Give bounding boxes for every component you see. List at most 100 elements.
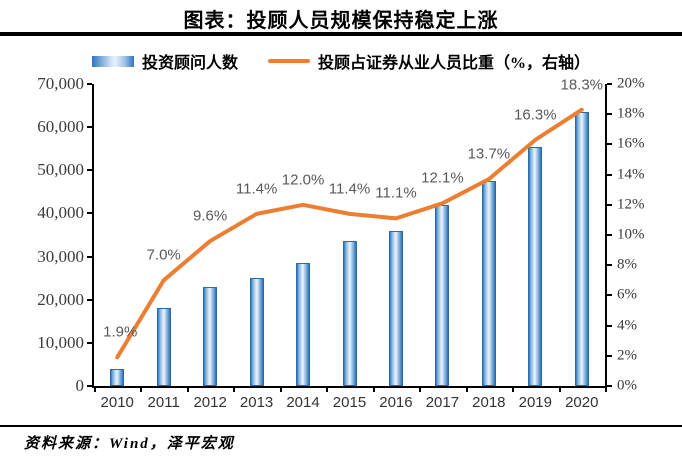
right-axis-tick: [607, 264, 612, 267]
chart-legend: 投资顾问人数 投顾占证券从业人员比重（%，右轴）: [0, 50, 682, 72]
right-axis-tick-label: 0%: [617, 377, 637, 394]
left-axis-tick-label: 70,000: [37, 74, 84, 93]
x-axis-tick: [140, 388, 143, 392]
x-axis-category-label: 2010: [100, 394, 134, 411]
ratio-line-layer: [115, 107, 584, 360]
x-axis-category-label: 2015: [332, 394, 367, 411]
x-axis-category-label: 2013: [239, 394, 274, 411]
point-label-2020: 18.3%: [560, 76, 604, 94]
left-axis-tick-label: 60,000: [37, 117, 84, 137]
x-axis-tick: [605, 388, 607, 392]
right-axis-tick: [607, 385, 612, 387]
x-axis-tick: [512, 388, 515, 392]
x-axis-tick: [326, 388, 329, 392]
bar-series-swatch-icon: [91, 55, 134, 67]
right-axis-tick-label: 18%: [617, 105, 645, 122]
point-label-2017: 12.1%: [421, 169, 464, 187]
x-axis-category-label: 2011: [147, 394, 180, 411]
right-axis-tick: [607, 83, 612, 85]
right-axis-tick-label: 14%: [617, 166, 645, 183]
left-axis-tick: [87, 255, 92, 258]
bar-2015: [342, 241, 357, 386]
bar-2020: [574, 112, 589, 386]
right-axis-tick-label: 4%: [617, 317, 637, 334]
left-axis-tick-label: 20,000: [37, 289, 84, 309]
line-series-swatch-icon: [268, 59, 310, 63]
x-axis-category-label: 2020: [565, 394, 599, 411]
legend-item-line-series: 投顾占证券从业人员比重（%，右轴）: [268, 49, 590, 73]
left-axis-tick: [87, 169, 92, 172]
x-axis-category-label: 2017: [425, 394, 460, 411]
point-label-2010: 1.9%: [103, 323, 138, 341]
left-axis-tick-label: 10,000: [37, 332, 84, 352]
x-axis-category-label: 2016: [379, 394, 413, 411]
bar-2016: [388, 230, 403, 386]
x-axis-tick: [279, 388, 282, 392]
right-axis-tick-label: 20%: [617, 75, 645, 92]
left-axis-tick-label: 30,000: [37, 246, 84, 266]
bar-2012: [203, 286, 218, 386]
left-axis-tick-label: 50,000: [37, 160, 84, 180]
right-axis-tick: [607, 324, 612, 327]
x-axis-tick: [558, 388, 561, 392]
left-axis-tick: [87, 212, 92, 215]
left-axis-tick: [87, 341, 92, 344]
left-axis-tick-label: 40,000: [37, 203, 84, 223]
left-axis-tick: [87, 385, 92, 387]
bar-2014: [296, 263, 311, 386]
bar-2010: [110, 368, 125, 386]
right-axis-tick: [607, 143, 612, 146]
legend-item-bar-series: 投资顾问人数: [91, 49, 238, 73]
x-axis-category-label: 2019: [518, 394, 552, 411]
right-axis-tick: [607, 354, 612, 357]
point-label-2015: 11.4%: [328, 180, 371, 198]
x-axis-tick: [94, 388, 96, 392]
x-axis-tick: [465, 388, 468, 392]
ratio-line: [115, 107, 584, 360]
point-label-2019: 16.3%: [514, 106, 557, 124]
source-note: 资料来源：Wind，泽平宏观: [24, 436, 235, 452]
point-label-2016: 11.1%: [375, 184, 417, 202]
right-axis-tick: [607, 173, 612, 176]
point-label-2018: 13.7%: [467, 145, 511, 163]
footer-divider: [0, 425, 682, 427]
point-label-2013: 11.4%: [235, 180, 278, 198]
right-axis-tick-label: 2%: [617, 347, 637, 364]
x-axis-tick: [419, 388, 422, 392]
x-axis-category-label: 2012: [193, 394, 227, 411]
x-axis-tick: [372, 388, 375, 392]
bar-2018: [481, 181, 496, 386]
y-axis-right: [605, 84, 607, 388]
bar-2013: [249, 278, 264, 386]
y-axis-left: [92, 84, 94, 388]
x-axis-category-label: 2014: [286, 394, 320, 411]
legend-bar-label: 投资顾问人数: [141, 55, 238, 72]
right-axis-tick-label: 8%: [617, 256, 637, 273]
left-axis-tick: [87, 126, 92, 129]
left-axis-tick: [87, 298, 92, 301]
right-axis-tick-label: 16%: [617, 135, 645, 152]
right-axis-tick: [607, 203, 612, 206]
bar-2011: [156, 308, 171, 386]
point-label-2014: 12.0%: [281, 171, 325, 189]
right-axis-tick: [607, 294, 612, 297]
point-label-2011: 7.0%: [146, 246, 181, 264]
right-axis-tick: [607, 234, 612, 236]
x-axis: [92, 386, 607, 388]
right-axis-tick-label: 12%: [617, 196, 645, 213]
legend-line-label: 投顾占证券从业人员比重（%，右轴）: [318, 55, 591, 72]
right-axis-tick: [607, 113, 612, 116]
bar-2019: [528, 146, 543, 386]
x-axis-category-label: 2018: [472, 394, 506, 411]
left-axis-tick: [87, 83, 92, 85]
title-divider: [0, 32, 682, 36]
x-axis-tick: [186, 388, 189, 392]
right-axis-tick-label: 6%: [617, 286, 637, 303]
point-label-2012: 9.6%: [193, 207, 228, 225]
x-axis-tick: [233, 388, 236, 392]
right-axis-tick-label: 10%: [617, 226, 645, 243]
left-axis-tick-label: 0: [75, 376, 85, 395]
chart-title: 图表：投顾人员规模保持稳定上涨: [183, 10, 499, 32]
